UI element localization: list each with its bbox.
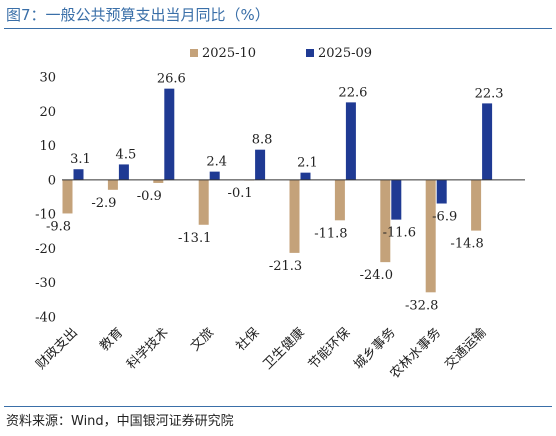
y-tick-label: -30 <box>35 276 56 291</box>
bar-2025-09-文旅 <box>209 171 220 180</box>
bar-2025-09-科学技术 <box>164 88 175 180</box>
data-label: -21.3 <box>269 259 302 274</box>
legend-swatch-2025-10 <box>190 49 198 57</box>
bar-2025-10-文旅 <box>198 179 209 225</box>
x-tick-label: 文旅 <box>188 325 217 354</box>
bar-2025-10-节能环保 <box>334 179 345 221</box>
data-label: 8.8 <box>252 133 273 148</box>
data-labels: -9.8 3.1 -2.9 4.5 -0.9 26.6 -13.1 2.4 -0.1 8.8 -21… <box>46 72 504 314</box>
data-label: -24.0 <box>360 268 393 283</box>
data-label: 2.1 <box>297 156 318 171</box>
source-note: 资料来源：Wind，中国银河证券研究院 <box>6 414 234 429</box>
x-tick-label: 财政支出 <box>33 325 80 372</box>
data-label: 4.5 <box>116 147 137 162</box>
data-label: -14.8 <box>450 237 483 252</box>
data-label: 26.6 <box>157 72 186 87</box>
data-label: -6.9 <box>432 210 457 225</box>
data-label: 2.4 <box>206 155 227 170</box>
data-label: -9.8 <box>46 219 71 234</box>
legend-swatch-2025-09 <box>306 49 314 57</box>
bar-2025-10-城乡事务 <box>380 179 391 263</box>
bars <box>62 88 493 293</box>
data-label: -13.1 <box>178 231 211 246</box>
bar-2025-09-农林水事务 <box>436 179 447 204</box>
x-tick-label: 交通运输 <box>441 325 489 373</box>
data-label: 22.6 <box>338 85 367 100</box>
legend-label-2025-10: 2025-10 <box>202 46 256 61</box>
x-tick-label: 节能环保 <box>306 325 353 372</box>
chart-title: 图7：一般公共预算支出当月同比（%） <box>6 6 270 24</box>
data-label: -2.9 <box>91 196 116 211</box>
y-tick-label: 0 <box>48 173 56 188</box>
bar-2025-10-农林水事务 <box>425 179 436 293</box>
footer-divider <box>4 406 552 407</box>
bar-2025-09-社保 <box>255 149 266 180</box>
y-tick-label: 10 <box>39 139 56 154</box>
y-axis: 30 20 10 0 -10 -20 -30 -40 <box>35 71 56 326</box>
bar-2025-10-教育 <box>107 179 118 190</box>
data-label: -32.8 <box>405 298 438 313</box>
y-tick-label: -20 <box>35 242 56 257</box>
bar-2025-09-财政支出 <box>73 169 84 180</box>
bar-2025-09-卫生健康 <box>300 172 311 180</box>
data-label: -0.9 <box>137 189 162 204</box>
x-tick-label: 科学技术 <box>124 325 172 373</box>
legend-label-2025-09: 2025-09 <box>318 46 372 61</box>
data-label: 3.1 <box>70 152 91 167</box>
title-divider <box>4 28 552 29</box>
bar-2025-09-交通运输 <box>482 103 493 180</box>
x-tick-label: 社保 <box>233 325 263 355</box>
y-tick-label: 20 <box>39 105 56 120</box>
x-tick-label: 城乡事务 <box>351 325 399 373</box>
data-label: -11.6 <box>383 226 416 241</box>
bar-2025-10-交通运输 <box>471 179 482 231</box>
x-tick-label: 教育 <box>97 325 127 355</box>
bar-2025-10-财政支出 <box>62 179 73 214</box>
y-tick-label: -40 <box>35 311 56 326</box>
data-label: -11.8 <box>314 226 347 241</box>
bar-2025-09-教育 <box>118 164 129 180</box>
bar-2025-09-城乡事务 <box>391 179 402 220</box>
legend: 2025-10 2025-09 <box>190 46 372 61</box>
bar-2025-09-节能环保 <box>345 102 356 180</box>
y-tick-label: 30 <box>39 71 56 86</box>
bar-2025-10-科学技术 <box>153 179 164 183</box>
data-label: -0.1 <box>228 186 253 201</box>
bar-2025-10-卫生健康 <box>289 179 300 253</box>
data-label: 22.3 <box>475 86 504 101</box>
x-tick-label: 卫生健康 <box>260 325 308 373</box>
y-tick-label: -10 <box>35 208 56 223</box>
